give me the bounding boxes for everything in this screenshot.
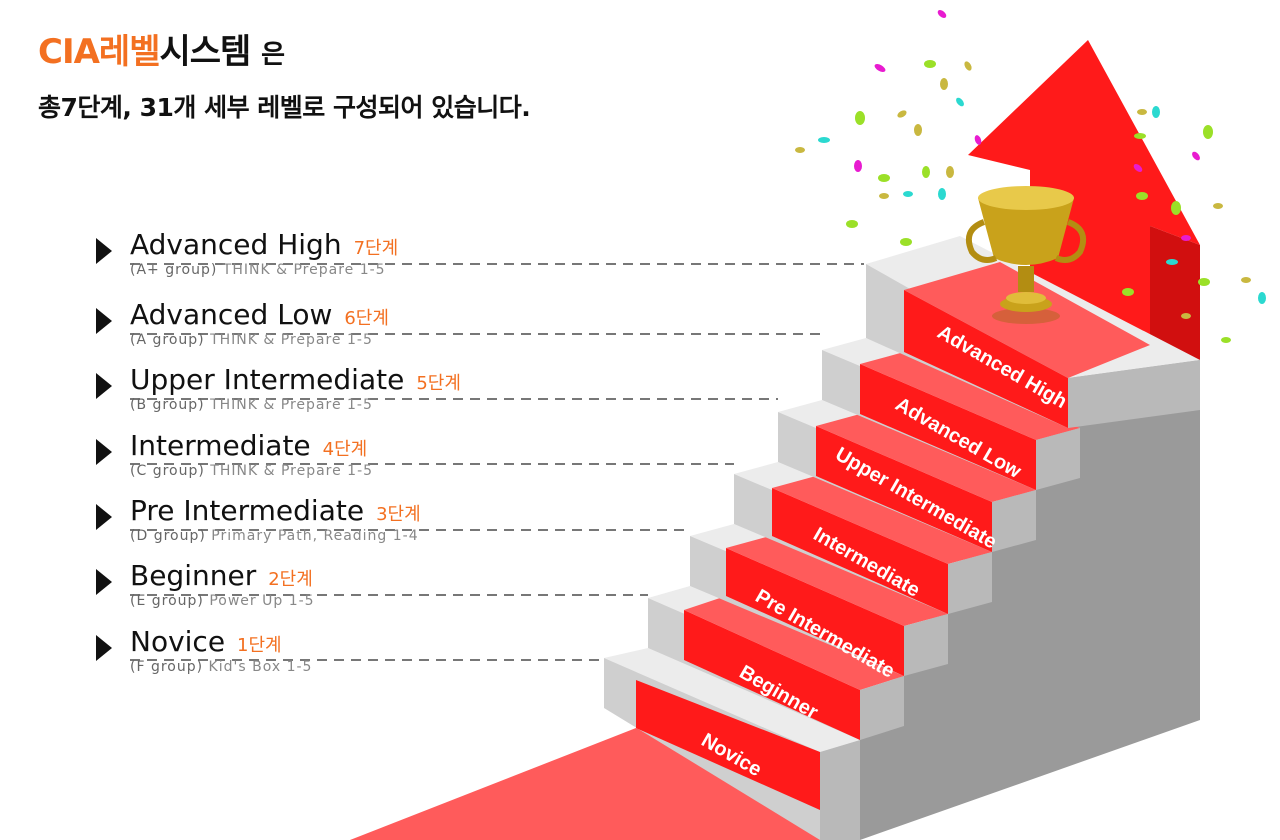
leader-lines bbox=[130, 263, 864, 661]
level-stage: 5단계 bbox=[416, 373, 461, 394]
level-group: (B group) THINK & Prepare 1-5 bbox=[130, 397, 373, 413]
level-name: Novice 1단계 bbox=[130, 625, 282, 658]
level-group: (D group) Primary Path, Reading 1-4 bbox=[130, 528, 419, 544]
level-course: Primary Path, Reading 1-4 bbox=[211, 528, 419, 544]
level-stage: 7단계 bbox=[353, 238, 399, 259]
triangle-right-icon bbox=[96, 635, 112, 661]
level-stage: 3단계 bbox=[376, 504, 421, 525]
up-arrow-icon bbox=[968, 40, 1200, 360]
triangle-right-icon bbox=[96, 308, 112, 334]
level-stage: 4단계 bbox=[322, 439, 368, 460]
level-name: Advanced High 7단계 bbox=[130, 228, 399, 261]
title-suffix: 은 bbox=[261, 40, 285, 70]
stair-wall bbox=[860, 360, 1200, 840]
triangle-right-icon bbox=[96, 569, 112, 595]
level-stage: 1단계 bbox=[237, 635, 282, 656]
title-main: 시스템 bbox=[159, 32, 251, 72]
triangle-right-icon bbox=[96, 238, 112, 264]
level-name: Advanced Low 6단계 bbox=[130, 298, 389, 331]
level-group: (E group) Power Up 1-5 bbox=[130, 593, 315, 609]
level-course: Kid's Box 1-5 bbox=[208, 659, 313, 675]
trophy-icon bbox=[966, 186, 1086, 324]
level-course: THINK & Prepare 1-5 bbox=[210, 332, 373, 348]
triangle-right-icon bbox=[96, 373, 112, 399]
level-course: Power Up 1-5 bbox=[209, 593, 315, 609]
triangle-right-icon bbox=[96, 504, 112, 530]
level-course: THINK & Prepare 1-5 bbox=[222, 262, 386, 278]
page-subtitle: 총7단계, 31개 세부 레벨로 구성되어 있습니다. bbox=[38, 93, 531, 122]
level-name: Beginner 2단계 bbox=[130, 559, 313, 592]
level-stage: 6단계 bbox=[344, 308, 389, 329]
level-group: (A+ group) THINK & Prepare 1-5 bbox=[130, 262, 386, 278]
level-name: Pre Intermediate 3단계 bbox=[130, 494, 421, 527]
title-accent: CIA레벨 bbox=[38, 32, 160, 72]
level-stage: 2단계 bbox=[268, 569, 313, 590]
level-group: (C group) THINK & Prepare 1-5 bbox=[130, 463, 374, 479]
confetti-decoration bbox=[795, 10, 1266, 343]
level-name: Upper Intermediate 5단계 bbox=[130, 363, 461, 396]
level-group: (F group) Kid's Box 1-5 bbox=[130, 659, 313, 675]
page-title: CIA레벨시스템 은 bbox=[38, 24, 285, 73]
level-group: (A group) THINK & Prepare 1-5 bbox=[130, 332, 373, 348]
triangle-right-icon bbox=[96, 439, 112, 465]
level-course: THINK & Prepare 1-5 bbox=[210, 463, 374, 479]
level-course: THINK & Prepare 1-5 bbox=[210, 397, 373, 413]
level-name: Intermediate 4단계 bbox=[130, 429, 368, 462]
